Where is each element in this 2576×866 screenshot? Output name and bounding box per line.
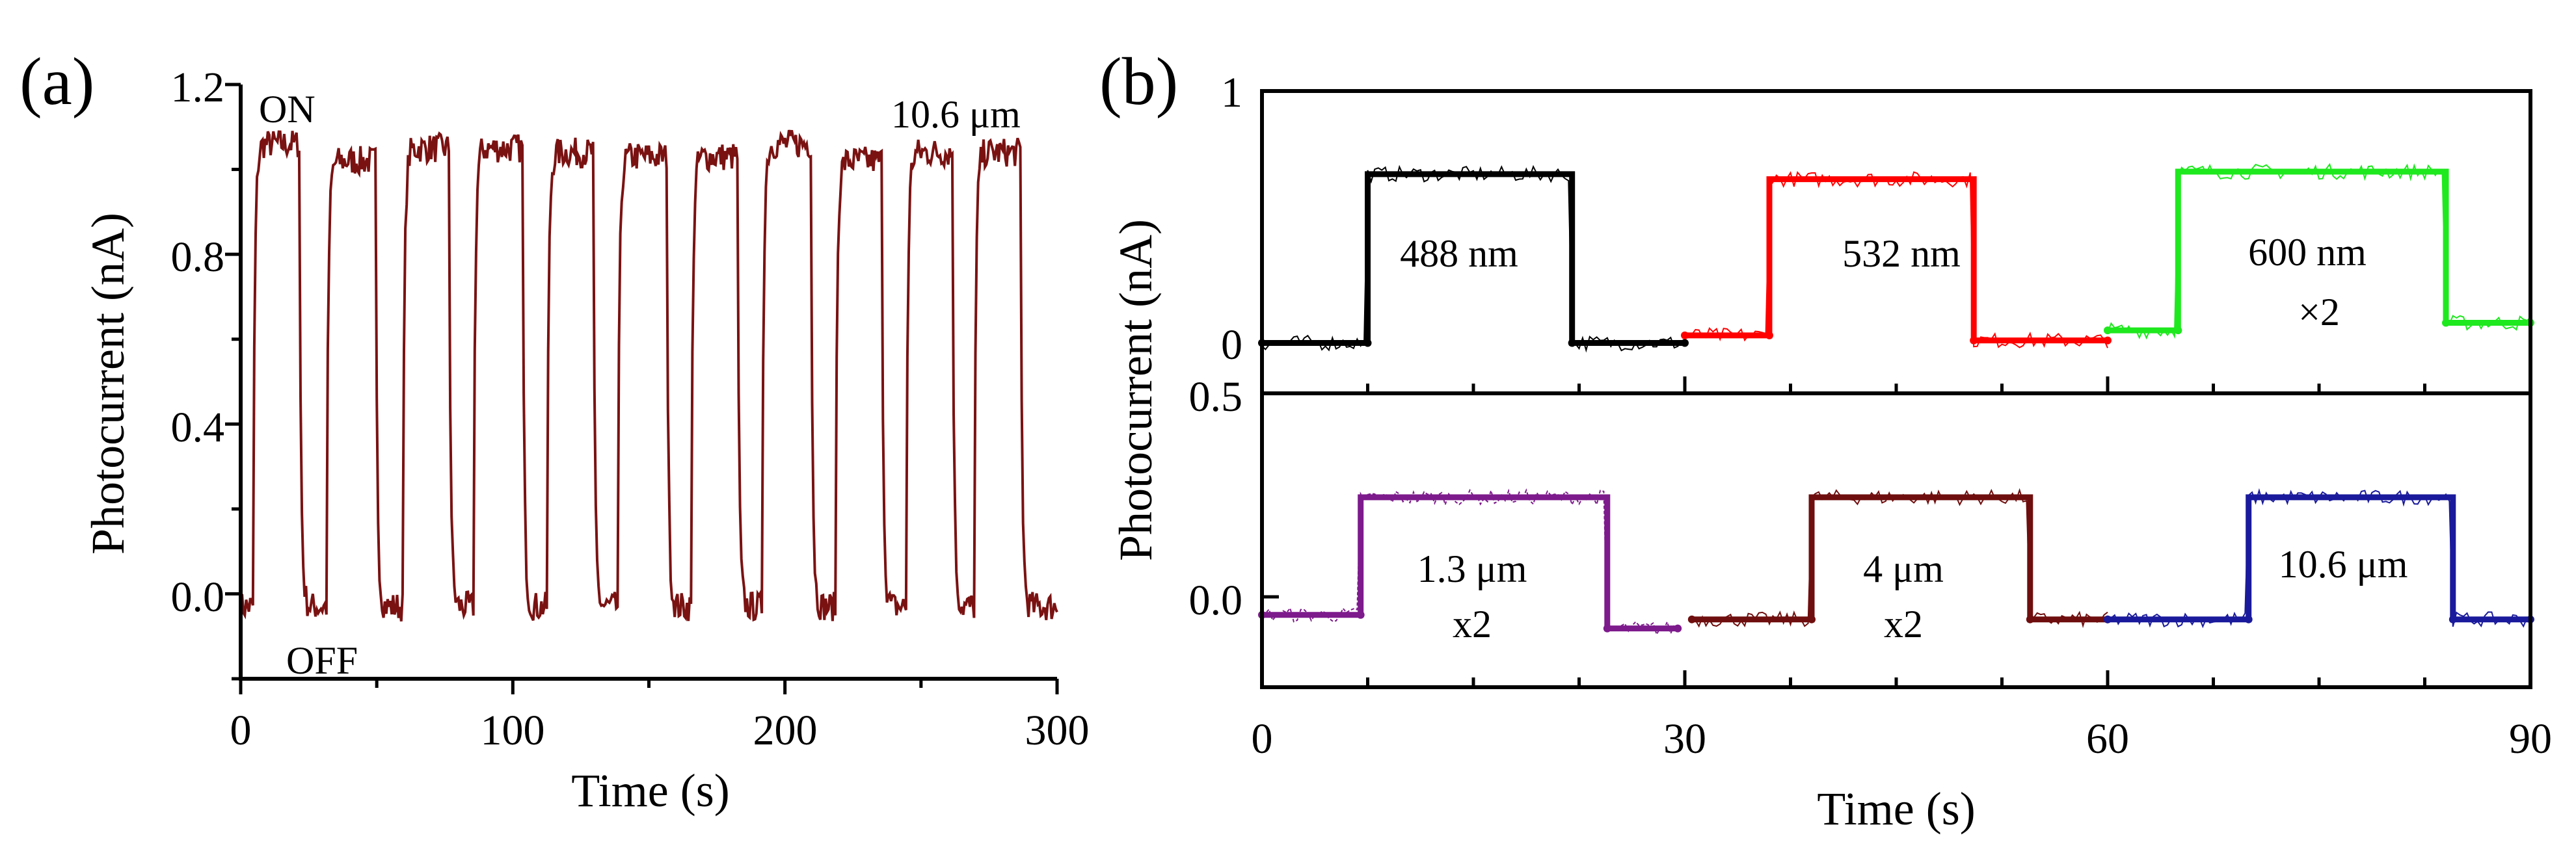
panel-b-4um-note: x2	[1884, 603, 1923, 646]
panel-b-xtick-label-0: 0	[1252, 715, 1273, 763]
panel-a-series-line	[239, 129, 1058, 622]
panel-b-step-point-0-2-2	[2442, 319, 2450, 327]
panel-a-on-annotation: ON	[259, 88, 315, 131]
panel-b-600nm-note: ×2	[2298, 291, 2340, 334]
panel-b-10p6um-label: 10.6 μm	[2279, 543, 2408, 586]
panel-b-step-point-0-1-1	[1765, 331, 1773, 339]
panel-a-y-ticks	[225, 83, 241, 681]
panel-a-y-axis-label: Photocurrent (nA)	[82, 213, 134, 555]
panel-b-step-point-1-0-3	[1674, 624, 1682, 633]
panel-b-top-ytick-label-1: 1	[1221, 69, 1242, 116]
panel-b-top-ytick-label-0: 0	[1221, 321, 1242, 369]
panel-b-step-point-0-2-0	[2104, 326, 2112, 335]
panel-b-step-point-1-0-1	[1356, 610, 1365, 619]
panel-b-step-point-1-0-2	[1603, 624, 1611, 633]
panel-b-step-point-0-1-2	[1970, 336, 1978, 345]
panel-b-bottom-ytick-label-0: 0.0	[1189, 577, 1243, 624]
panel-b-step-point-0-0-3	[1681, 339, 1689, 347]
panel-a-ytick-label-0: 0.0	[171, 573, 225, 621]
panel-b-step-point-0-2-1	[2174, 326, 2182, 335]
panel-b-600nm-label: 600 nm	[2248, 231, 2367, 274]
panel-b-step-point-1-1-0	[1687, 615, 1696, 623]
panel-b-488nm-label: 488 nm	[1400, 232, 1518, 275]
panel-b-step-line-1-2	[2108, 494, 2530, 623]
panel-b-step-point-1-1-1	[1808, 615, 1816, 623]
panel-a-xtick-label-300: 300	[1025, 707, 1090, 754]
panel-a-off-annotation: OFF	[286, 639, 358, 682]
panel-b-step-line-0-1	[1685, 176, 2108, 344]
panel-b-532nm-label: 532 nm	[1842, 232, 1961, 275]
panel-b-y-ticks	[1262, 89, 1279, 599]
panel-b: (b) 0 30 60 90 0 1 0.0 0.5 Time (s) Phot…	[1099, 44, 2552, 835]
panel-b-xtick-label-90: 90	[2509, 715, 2552, 763]
panel-b-step-line-1-0	[1262, 494, 1678, 632]
panel-b-step-point-1-1-2	[2026, 615, 2034, 623]
panel-b-step-point-1-2-1	[2244, 615, 2253, 623]
panel-a-xtick-label-0: 0	[230, 707, 252, 754]
panel-b-step-line-0-2	[2108, 168, 2530, 334]
panel-b-xtick-label-60: 60	[2086, 715, 2129, 763]
panel-b-1p3um-note: x2	[1453, 603, 1492, 646]
panel-a-ytick-label-2: 0.8	[171, 233, 225, 281]
panel-a-plot-area	[239, 129, 1058, 622]
panel-b-step-line-0-0	[1262, 171, 1685, 346]
panel-a-ytick-label-1: 0.4	[171, 404, 225, 451]
panel-b-step-point-0-1-0	[1681, 331, 1689, 339]
panel-b-top-plot-area	[1258, 163, 2534, 353]
panel-a-ytick-label-3: 1.2	[171, 64, 225, 111]
panel-b-xtick-label-30: 30	[1663, 715, 1706, 763]
panel-b-x-axis-label: Time (s)	[1817, 783, 1975, 835]
panel-b-1p3um-label: 1.3 μm	[1417, 547, 1527, 590]
panel-a-label: (a)	[20, 44, 94, 119]
panel-b-step-point-0-0-1	[1363, 339, 1372, 347]
panel-b-step-point-0-1-3	[2104, 336, 2112, 345]
panel-a-wavelength-annotation: 10.6 μm	[891, 93, 1021, 136]
panel-b-step-point-1-2-2	[2449, 615, 2457, 623]
panel-b-label: (b)	[1099, 44, 1178, 119]
panel-a-x-axis-label: Time (s)	[571, 765, 729, 817]
panel-b-step-point-0-0-2	[1568, 339, 1576, 347]
panel-a-x-ticks	[239, 679, 1059, 694]
panel-b-step-line-1-1	[1691, 494, 2108, 623]
panel-a-xtick-label-200: 200	[753, 707, 818, 754]
panel-b-y-axis-label: Photocurrent (nA)	[1110, 219, 1162, 561]
panel-a: (a) 0 100 200 300 0.0 0.4 0.8 1.2 Time (…	[20, 44, 1090, 817]
panel-b-step-point-1-2-0	[2104, 615, 2112, 623]
panel-b-x-ticks	[1260, 376, 2532, 687]
panel-a-xtick-label-100: 100	[481, 707, 545, 754]
panel-b-4um-label: 4 μm	[1863, 547, 1944, 590]
panel-b-bottom-ytick-label-1: 0.5	[1189, 373, 1243, 421]
panel-b-bottom-plot-area	[1258, 488, 2534, 636]
